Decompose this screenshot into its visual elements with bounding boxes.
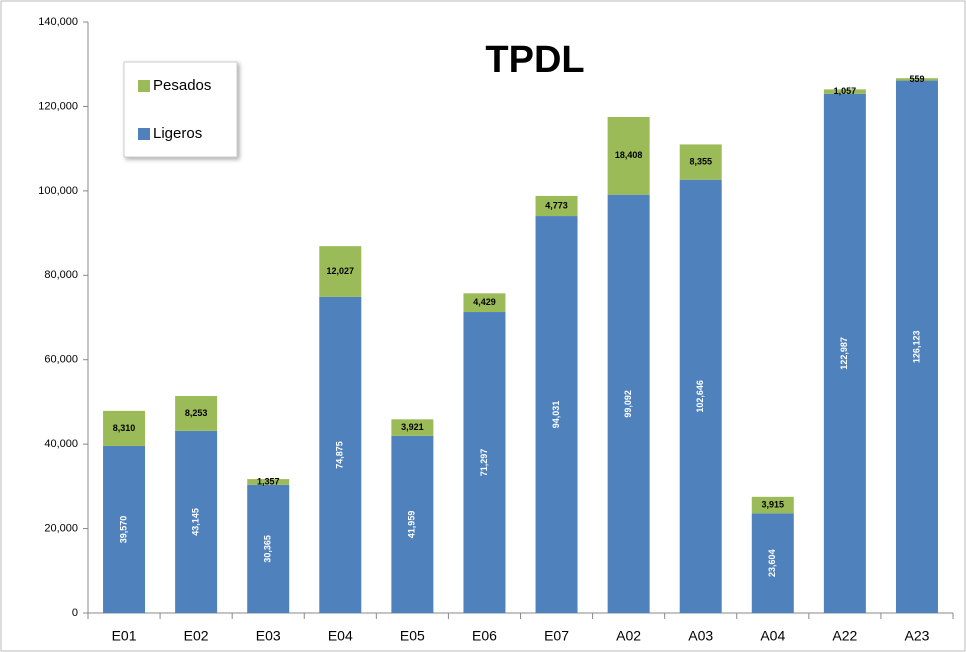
value-label: 94,031 bbox=[551, 401, 561, 429]
bar-segment bbox=[175, 396, 218, 431]
value-label: 102,646 bbox=[695, 380, 705, 413]
x-tick-label: A03 bbox=[688, 628, 713, 644]
bar-segment bbox=[679, 144, 722, 180]
y-tick-label: 40,000 bbox=[44, 438, 78, 450]
legend-swatch bbox=[138, 128, 150, 140]
x-tick-label: E06 bbox=[472, 628, 497, 644]
y-tick-label: 140,000 bbox=[38, 16, 78, 28]
value-label: 8,253 bbox=[185, 408, 208, 418]
bar-segment bbox=[895, 78, 938, 81]
bar-segment bbox=[751, 496, 794, 514]
bar-segment bbox=[319, 296, 362, 613]
chart-title: TPDL bbox=[485, 39, 584, 81]
value-label: 12,027 bbox=[327, 266, 355, 276]
y-tick-label: 120,000 bbox=[38, 100, 78, 112]
value-label: 99,092 bbox=[623, 390, 633, 418]
value-label: 3,915 bbox=[762, 499, 785, 509]
bar-segment bbox=[607, 194, 650, 614]
value-label: 559 bbox=[909, 74, 924, 84]
value-label: 23,604 bbox=[767, 549, 777, 577]
y-tick-label: 60,000 bbox=[44, 354, 78, 366]
bar-segment bbox=[463, 312, 506, 613]
bar-segment bbox=[175, 430, 218, 613]
bar-segment bbox=[895, 80, 938, 614]
value-label: 1,057 bbox=[834, 86, 857, 96]
bar-segment bbox=[247, 479, 290, 485]
bar-segment bbox=[535, 195, 578, 217]
x-tick-label: E03 bbox=[256, 628, 281, 644]
value-label: 30,365 bbox=[263, 535, 273, 563]
legend-box bbox=[123, 61, 238, 158]
bar-segment bbox=[319, 246, 362, 297]
legend-label: Pesados bbox=[153, 77, 211, 94]
legend-label: Ligeros bbox=[153, 125, 202, 142]
x-tick-label: E07 bbox=[544, 628, 569, 644]
x-tick-label: A04 bbox=[760, 628, 785, 644]
value-label: 122,987 bbox=[839, 337, 849, 370]
value-label: 41,959 bbox=[407, 511, 417, 539]
bar-segment bbox=[823, 93, 866, 614]
x-tick-label: E02 bbox=[184, 628, 209, 644]
bar-segment bbox=[391, 435, 434, 613]
x-tick-label: A23 bbox=[904, 628, 929, 644]
bar-segment bbox=[607, 116, 650, 195]
x-tick-label: E04 bbox=[328, 628, 353, 644]
bar-segment bbox=[103, 445, 146, 613]
x-tick-label: E05 bbox=[400, 628, 425, 644]
value-label: 8,355 bbox=[689, 156, 712, 166]
bar-segment bbox=[463, 293, 506, 313]
bar-segment bbox=[535, 216, 578, 613]
value-label: 71,297 bbox=[479, 449, 489, 477]
value-label: 1,357 bbox=[257, 476, 280, 486]
bar-segment bbox=[103, 410, 146, 446]
value-label: 4,773 bbox=[545, 200, 568, 210]
bar-segment bbox=[823, 89, 866, 94]
y-tick-label: 20,000 bbox=[44, 522, 78, 534]
value-label: 43,145 bbox=[191, 508, 201, 536]
bar-segment bbox=[679, 179, 722, 613]
value-label: 3,921 bbox=[401, 422, 424, 432]
value-label: 74,875 bbox=[335, 441, 345, 469]
value-label: 4,429 bbox=[473, 297, 496, 307]
bar-segment bbox=[391, 419, 434, 436]
value-label: 8,310 bbox=[113, 423, 136, 433]
legend-swatch bbox=[138, 80, 150, 92]
x-tick-label: E01 bbox=[112, 628, 137, 644]
value-label: 39,570 bbox=[118, 516, 128, 544]
bar-segment bbox=[751, 513, 794, 613]
bar-segment bbox=[247, 484, 290, 613]
x-tick-label: A02 bbox=[616, 628, 641, 644]
value-label: 18,408 bbox=[615, 150, 643, 160]
y-tick-label: 80,000 bbox=[44, 269, 78, 281]
value-label: 126,123 bbox=[911, 331, 921, 364]
x-tick-label: A22 bbox=[832, 628, 857, 644]
y-tick-label: 0 bbox=[72, 607, 78, 619]
y-tick-label: 100,000 bbox=[38, 185, 78, 197]
